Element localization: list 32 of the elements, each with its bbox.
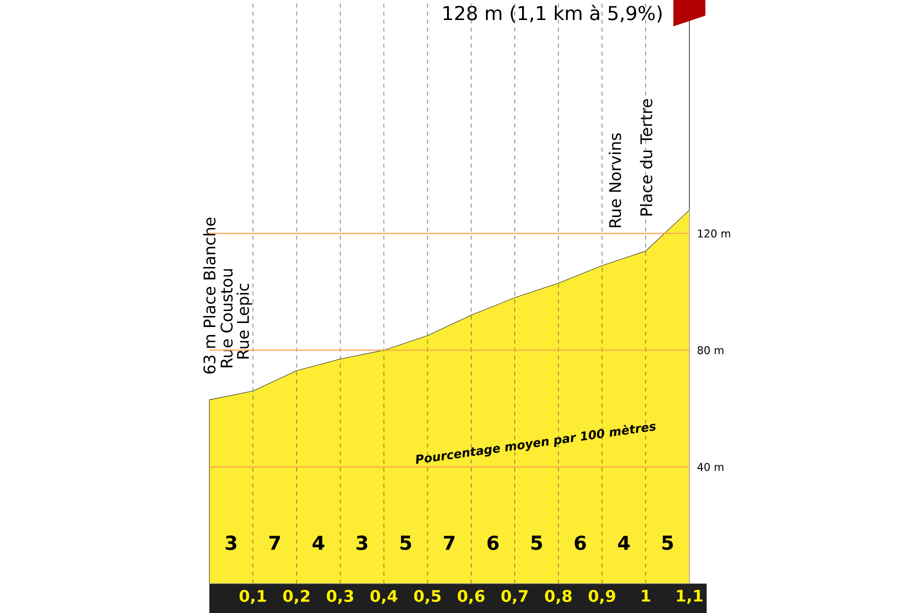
annotation: Rue Coustou (220, 269, 233, 368)
annotation: 3 (356, 536, 368, 550)
chart-title: 128 m (1,1 km à 5,9%) (444, 4, 662, 23)
annotation: Rue Norvins (608, 133, 622, 228)
annotation: 7 (444, 536, 454, 550)
annotation: 7 (269, 536, 280, 550)
annotation: Rue Lepic (236, 284, 252, 359)
x-tick-label: 0,2 (283, 590, 310, 604)
annotation: Pourcentage moyen par 100 mètres (416, 424, 656, 464)
annotation: 5 (662, 536, 673, 550)
annotation: 6 (487, 536, 499, 550)
x-tick-label: 1,1 (676, 590, 702, 604)
x-tick-label: 0,5 (414, 590, 441, 604)
y-tick-label: 40 m (697, 462, 724, 471)
x-tick-label: 1 (642, 590, 650, 602)
annotation: 6 (574, 536, 586, 550)
annotation: 5 (400, 536, 412, 550)
x-tick-label: 0,9 (588, 590, 616, 604)
annotation: 3 (226, 536, 236, 550)
annotation: 5 (531, 536, 542, 550)
annotation: 4 (312, 536, 324, 550)
annotation: 63 m Place Blanche (203, 218, 216, 374)
x-tick-label: 0,3 (326, 590, 354, 604)
x-tick-label: 0,6 (458, 590, 484, 604)
x-tick-label: 0,8 (545, 590, 572, 604)
annotation: 4 (618, 536, 630, 550)
x-tick-label: 0,4 (370, 590, 398, 604)
x-tick-label: 0,1 (240, 590, 266, 604)
y-tick-label: 120 m (698, 229, 730, 238)
y-tick-label: 80 m (698, 346, 724, 354)
annotation: Place du Tertre (640, 99, 652, 216)
x-tick-label: 0,7 (501, 590, 528, 604)
